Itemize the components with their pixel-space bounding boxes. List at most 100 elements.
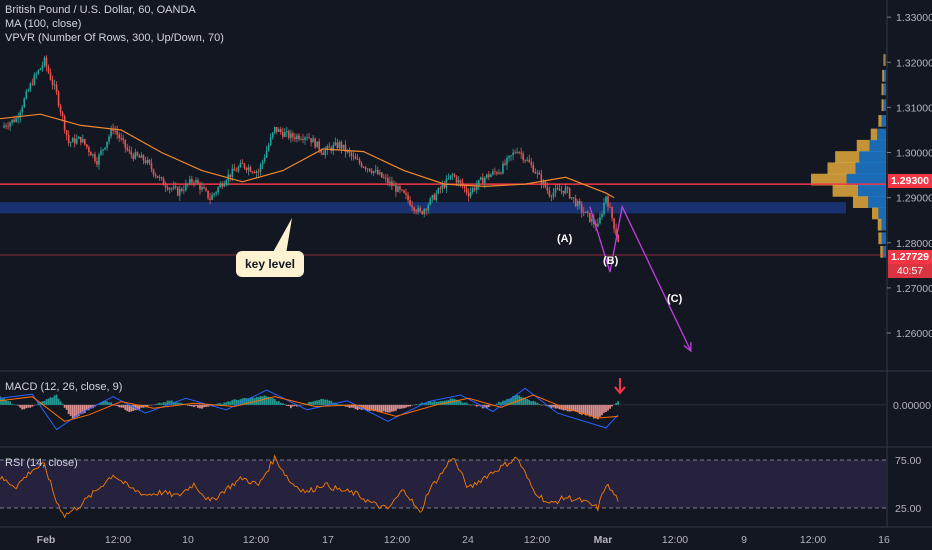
time-tick-label: 24: [462, 534, 474, 546]
candle-body: [572, 197, 575, 199]
macd-histogram-bar: [17, 404, 20, 406]
macd-histogram-bar: [132, 404, 135, 411]
macd-histogram-bar: [370, 404, 373, 411]
macd-histogram-bar: [285, 404, 288, 406]
macd-histogram-bar: [419, 403, 422, 405]
candle-body: [170, 188, 173, 190]
macd-histogram-bar: [193, 404, 195, 408]
vpvr-legend: VPVR (Number Of Rows, 300, Up/Down, 70): [5, 32, 224, 44]
candle-body: [207, 190, 209, 199]
macd-histogram-bar: [397, 404, 399, 409]
candle-body: [467, 192, 470, 197]
candle-body: [391, 181, 393, 187]
macd-histogram-bar: [13, 404, 16, 405]
macd-histogram-bar: [126, 404, 129, 412]
candle-body: [334, 142, 337, 145]
candle-body: [13, 119, 15, 122]
macd-histogram-bar: [5, 399, 7, 405]
candle-body: [405, 192, 407, 195]
macd-histogram-bar: [601, 404, 603, 416]
candle-body: [332, 144, 335, 152]
macd-histogram-bar: [386, 404, 389, 413]
macd-histogram-bar: [120, 404, 123, 408]
price-tick-label: 1.27000: [896, 283, 932, 295]
candle-body: [168, 188, 171, 190]
candle-body: [601, 214, 603, 218]
candle-body: [415, 210, 417, 213]
macd-histogram-bar: [11, 403, 14, 405]
macd-histogram-bar: [516, 395, 519, 405]
macd-histogram-bar: [273, 398, 276, 405]
symbol-title: British Pound / U.S. Dollar, 60, OANDA: [5, 4, 196, 16]
vpvr-down-bar: [883, 54, 885, 66]
macd-histogram-bar: [310, 401, 312, 405]
candle-body: [524, 160, 526, 161]
macd-histogram-bar: [128, 404, 131, 413]
candle-body: [5, 125, 7, 127]
candle-body: [576, 201, 579, 207]
macd-histogram-bar: [43, 401, 46, 405]
candle-body: [104, 147, 106, 150]
key-level-callout: key level: [236, 251, 304, 277]
macd-histogram-bar: [520, 396, 523, 405]
candle-body: [603, 202, 605, 215]
candle-body: [191, 178, 193, 183]
macd-histogram-bar: [63, 404, 66, 408]
candle-body: [419, 207, 421, 212]
candle-body: [152, 169, 155, 175]
candle-body: [211, 194, 213, 200]
time-tick-label: 12:00: [105, 534, 131, 546]
macd-histogram-bar: [197, 404, 199, 408]
candle-body: [397, 186, 399, 192]
price-tick-label: 1.33000: [896, 12, 932, 24]
macd-histogram-bar: [508, 398, 510, 405]
candle-body: [542, 181, 545, 184]
macd-histogram-bar: [316, 400, 319, 405]
macd-histogram-bar: [217, 403, 220, 405]
candle-body: [128, 149, 131, 152]
candle-series: [3, 55, 619, 243]
candle-body: [475, 185, 478, 190]
macd-histogram-bar: [378, 404, 381, 412]
candle-body: [183, 190, 185, 192]
candle-body: [597, 223, 599, 227]
candle-body: [247, 167, 250, 171]
macd-histogram-bar: [431, 402, 434, 405]
macd-tick-label: 0.00000: [893, 400, 931, 412]
candle-body: [520, 152, 522, 154]
candle-body: [255, 171, 258, 174]
candle-body: [409, 200, 411, 206]
candle-body: [481, 177, 484, 184]
candle-body: [92, 154, 94, 156]
candle-body: [172, 186, 175, 189]
macd-histogram-bar: [79, 404, 82, 415]
candle-body: [203, 186, 205, 189]
candle-body: [100, 150, 102, 155]
macd-histogram-bar: [340, 404, 343, 405]
macd-histogram-bar: [201, 404, 203, 409]
macd-histogram-bar: [275, 401, 278, 405]
macd-histogram-bar: [124, 404, 127, 410]
candle-body: [37, 70, 40, 74]
candle-body: [17, 117, 19, 119]
candle-body: [49, 72, 52, 80]
candle-body: [80, 136, 82, 143]
macd-histogram-bar: [485, 404, 488, 408]
rsi-band-fill: [0, 460, 886, 508]
candle-body: [154, 174, 157, 176]
macd-histogram-bar: [457, 400, 460, 405]
macd-histogram-bar: [597, 404, 599, 420]
candle-body: [98, 154, 100, 165]
candle-body: [516, 152, 518, 153]
macd-histogram-bar: [459, 401, 462, 405]
macd-histogram-bar: [429, 401, 432, 405]
current-price-tag: 1.27729: [888, 250, 932, 264]
price-tick-label: 1.29000: [896, 193, 932, 205]
macd-histogram-bar: [322, 399, 325, 405]
candle-body: [82, 138, 84, 143]
macd-histogram-bar: [580, 404, 583, 415]
candle-body: [435, 193, 438, 200]
candle-body: [407, 194, 409, 201]
candle-body: [126, 147, 129, 150]
